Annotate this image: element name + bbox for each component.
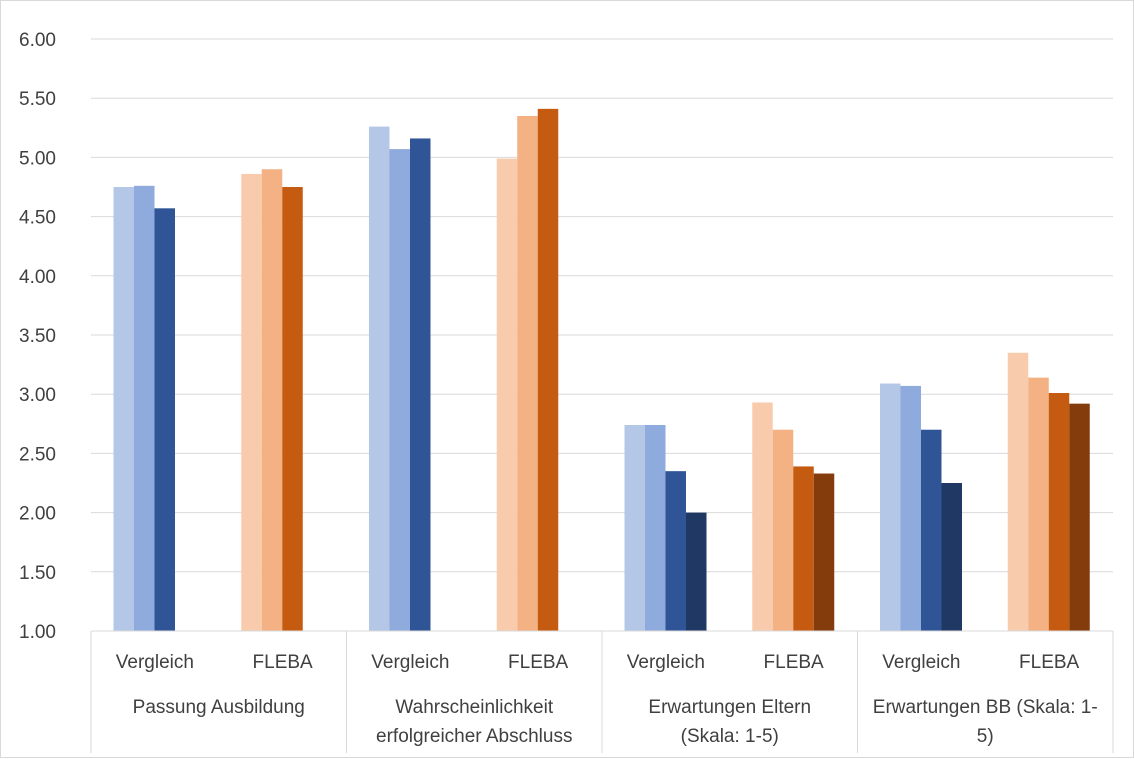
- bar: [921, 429, 942, 631]
- bars: [113, 108, 1090, 632]
- bar: [369, 126, 390, 631]
- bar: [410, 138, 431, 631]
- bar: [241, 173, 262, 631]
- y-tick-label: 6.00: [19, 30, 56, 51]
- y-tick-label: 4.50: [19, 208, 56, 229]
- category-label: Wahrscheinlichkeit: [395, 697, 553, 718]
- bar: [624, 424, 645, 631]
- bar: [1007, 352, 1029, 631]
- bar: [900, 385, 921, 631]
- bar: [1028, 377, 1049, 631]
- bar: [517, 115, 538, 631]
- bar: [813, 473, 835, 631]
- category-label: 5): [977, 726, 994, 747]
- labels: 1.00 1.50 2.00 2.50 3.00 3.50 4.00 4.50 5.00 5.50…: [19, 30, 1098, 747]
- bar: [261, 169, 283, 632]
- y-tick-label: 3.00: [19, 385, 56, 406]
- bar: [645, 424, 666, 631]
- bar: [665, 471, 686, 631]
- subgroup-label: Vergleich: [882, 652, 960, 673]
- bar: [941, 483, 962, 631]
- bar: [389, 149, 410, 631]
- bar: [752, 402, 773, 631]
- bar: [880, 383, 901, 631]
- subgroup-label: FLEBA: [1019, 652, 1080, 673]
- y-tick-label: 1.50: [19, 563, 56, 584]
- category-label: Passung Ausbildung: [133, 697, 305, 718]
- y-tick-label: 4.00: [19, 267, 56, 288]
- bar: [537, 108, 559, 631]
- category-label: Erwartungen BB (Skala: 1-: [873, 697, 1098, 718]
- bar: [134, 185, 155, 632]
- category-label: (Skala: 1-5): [681, 726, 779, 747]
- subgroup-label: FLEBA: [764, 652, 825, 673]
- category-label: Erwartungen Eltern: [648, 697, 811, 718]
- bar: [1069, 403, 1090, 631]
- subgroup-label: FLEBA: [508, 652, 569, 673]
- axes: [90, 630, 1114, 753]
- bar: [282, 187, 303, 631]
- category-label: erfolgreicher Abschluss: [376, 726, 572, 747]
- subgroup-label: Vergleich: [627, 652, 705, 673]
- subgroup-label: Vergleich: [371, 652, 449, 673]
- bar: [1048, 393, 1070, 631]
- y-tick-label: 3.50: [19, 326, 56, 347]
- bar: [793, 466, 814, 631]
- bar: [686, 512, 707, 631]
- y-tick-label: 5.50: [19, 89, 56, 110]
- y-tick-label: 2.50: [19, 444, 56, 465]
- y-tick-label: 5.00: [19, 148, 56, 169]
- bar: [496, 158, 518, 632]
- bar: [113, 187, 134, 631]
- bar: [154, 208, 175, 631]
- subgroup-label: FLEBA: [253, 652, 314, 673]
- y-tick-label: 2.00: [19, 504, 56, 525]
- subgroup-label: Vergleich: [116, 652, 194, 673]
- y-tick-label: 1.00: [19, 622, 56, 643]
- bar: [772, 429, 794, 631]
